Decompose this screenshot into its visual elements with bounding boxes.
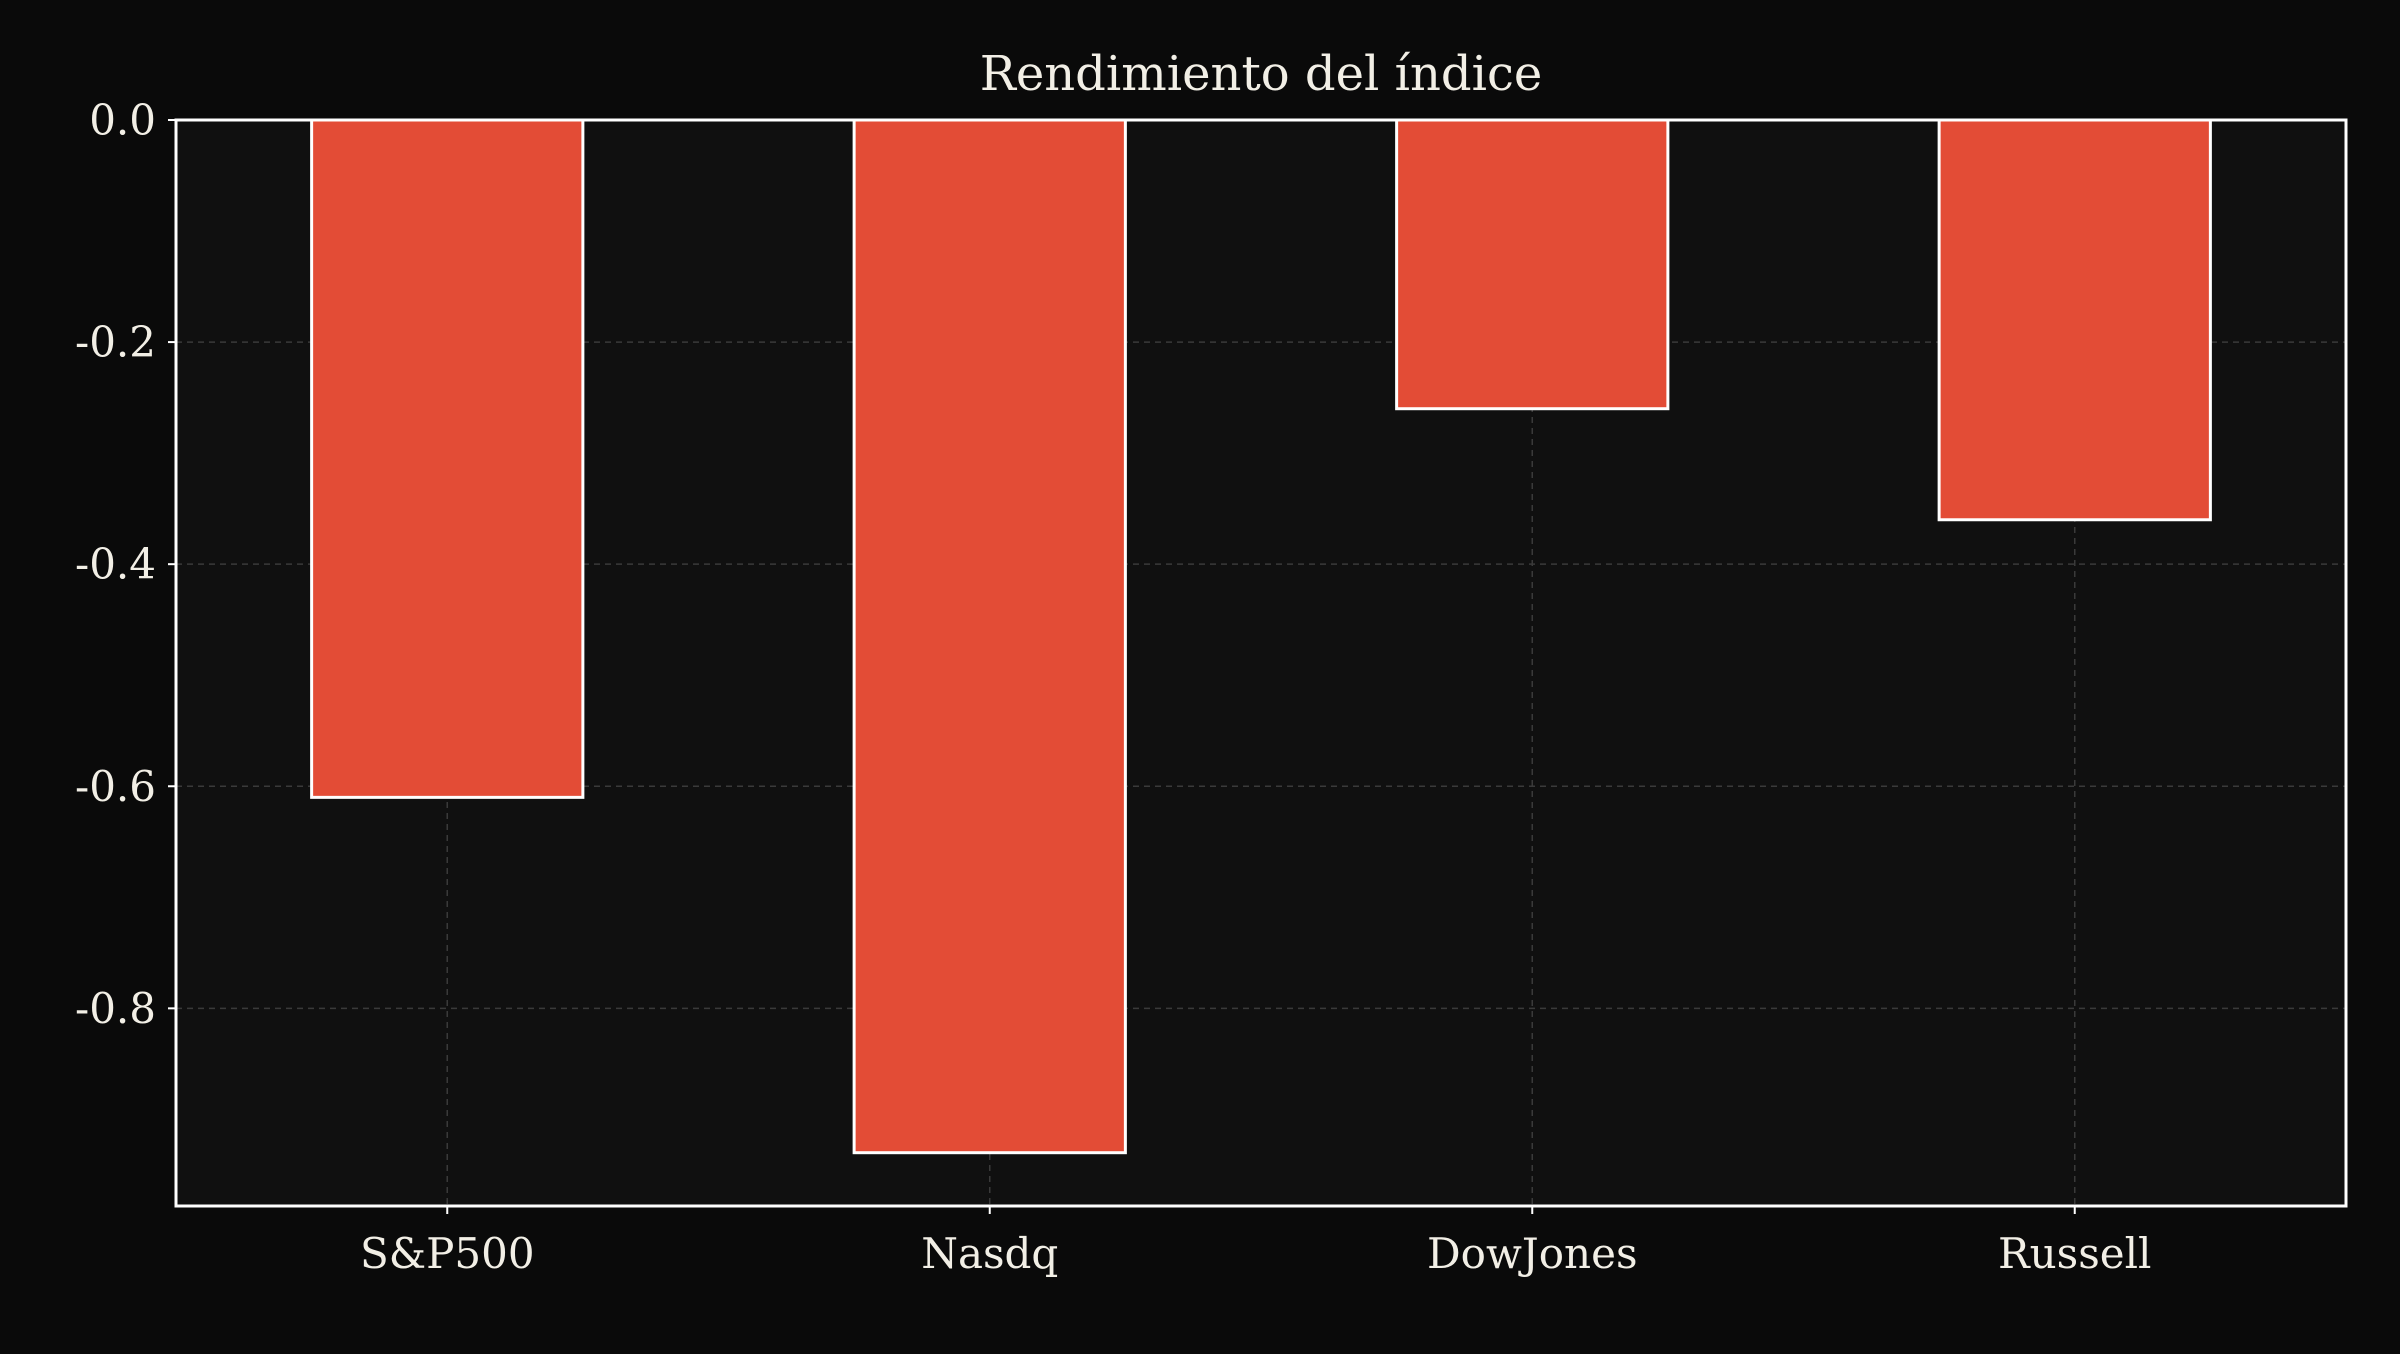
plot-frame <box>174 118 2348 1208</box>
bars <box>310 118 2212 1155</box>
y-tick-label: -0.2 <box>75 318 156 367</box>
x-axis-ticks: S&P500 Nasdq DowJones Russell <box>360 1206 2152 1278</box>
y-tick-label: -0.4 <box>75 540 156 589</box>
bar-dowjones <box>1395 118 1670 411</box>
x-tick-label: DowJones <box>1427 1229 1638 1278</box>
bar-s-p500 <box>310 118 585 799</box>
x-tick-label: Russell <box>1998 1229 2152 1278</box>
y-tick-label: -0.8 <box>75 984 156 1033</box>
x-tick-label: Nasdq <box>921 1229 1058 1278</box>
x-tick-label: S&P500 <box>360 1229 535 1278</box>
y-tick-label: 0.0 <box>89 96 156 145</box>
bar-russell <box>1937 118 2212 522</box>
y-axis-ticks: 0.0 -0.2 -0.4 -0.6 -0.8 <box>75 96 176 1033</box>
chart-title: Rendimiento del índice <box>980 46 1543 102</box>
bar-nasdq <box>852 118 1127 1155</box>
y-tick-label: -0.6 <box>75 762 156 811</box>
